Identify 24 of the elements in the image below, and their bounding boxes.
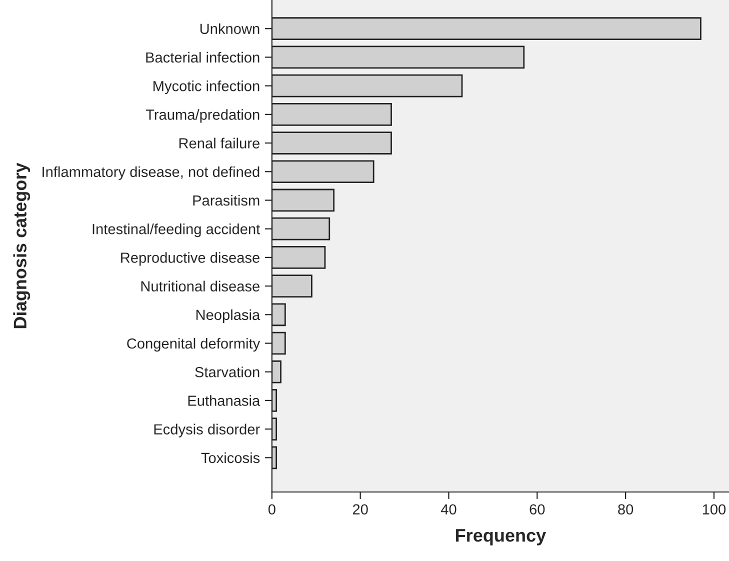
x-axis-title: Frequency [456,529,546,546]
y-tick-label: Congenital deformity [127,338,260,352]
y-tick-label: Intestinal/feeding accident [92,224,260,238]
x-tick-label: 100 [702,504,726,515]
y-tick-label: Starvation [195,366,260,378]
x-tick-label: 80 [618,504,634,515]
y-tick-label: Trauma/predation [146,109,260,123]
y-tick-label: Euthanasia [188,395,260,406]
y-tick-label: Ecdysis disorder [154,424,260,438]
y-tick-label: Reproductive disease [121,252,260,266]
x-tick-label: 0 [268,504,276,515]
x-tick-label: 40 [440,504,456,515]
y-tick-label: Parasitism [193,194,260,206]
y-tick-label: Unknown [200,23,260,34]
y-tick-label: Mycotic infection [154,80,260,94]
y-tick-label: Renal failure [179,138,260,148]
y-tick-label: Bacterial infection [146,52,260,63]
x-tick-label: 20 [352,504,368,515]
y-tick-label: Neoplasia [196,309,260,323]
x-tick-label: 60 [530,504,545,515]
y-tick-label: Nutritional disease [141,280,260,292]
y-tick-label: Inflammatory disease, not defined [42,166,260,180]
y-axis-title: Diagnosis category [13,162,30,328]
y-tick-label: Toxicosis [201,452,260,464]
